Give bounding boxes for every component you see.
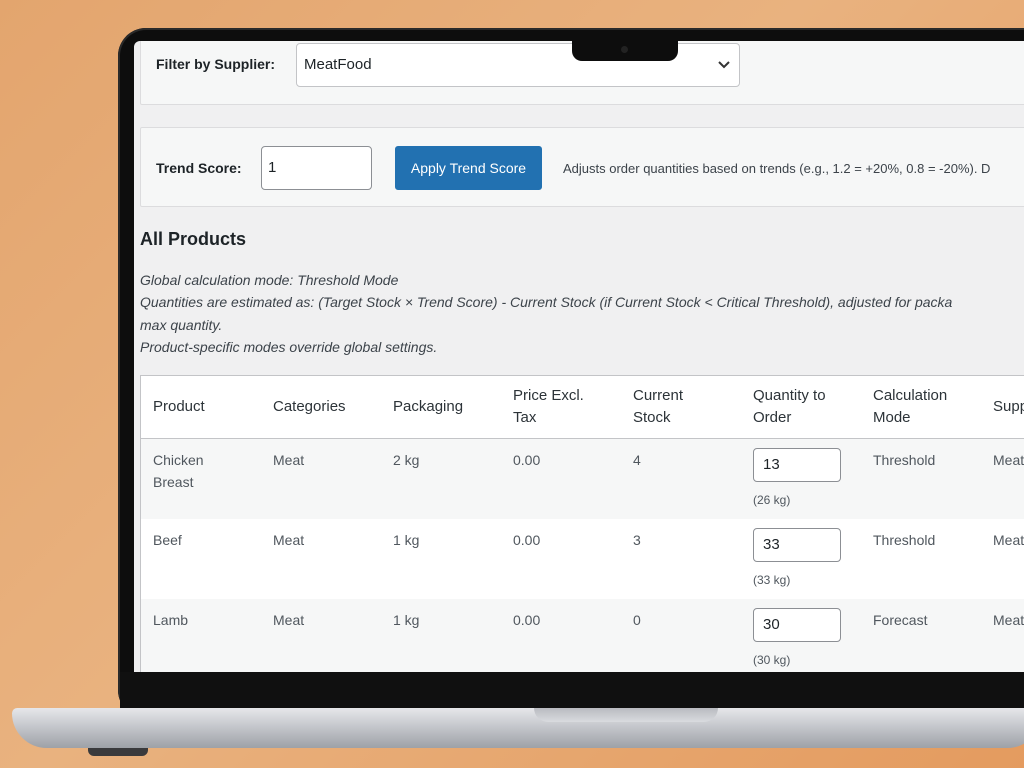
header-product[interactable]: Product	[153, 398, 205, 415]
description-line-2: Quantities are estimated as: (Target Sto…	[140, 294, 953, 310]
screen-bezel	[120, 672, 1024, 710]
chevron-down-icon	[717, 44, 731, 102]
quantity-input[interactable]: 33	[753, 528, 841, 562]
section-title: All Products	[140, 229, 247, 249]
cell-stock: 3	[633, 532, 641, 548]
trend-panel: Trend Score: 1 Apply Trend Score Adjusts…	[140, 127, 1024, 207]
apply-trend-score-button[interactable]: Apply Trend Score	[395, 146, 542, 190]
cell-mode: Threshold	[873, 532, 936, 548]
quantity-value: 30	[763, 616, 780, 633]
quantity-unit: (33 kg)	[753, 573, 791, 587]
quantity-unit: (30 kg)	[753, 653, 791, 667]
cell-mode: Forecast	[873, 612, 928, 628]
cell-supplier: Meat	[993, 452, 1024, 468]
quantity-value: 13	[763, 456, 780, 473]
camera-icon	[621, 46, 628, 53]
cell-stock: 0	[633, 612, 641, 628]
quantity-unit: (26 kg)	[753, 493, 791, 507]
cell-category: Meat	[273, 532, 305, 548]
quantity-value: 33	[763, 536, 780, 553]
header-mode-line2[interactable]: Mode	[873, 409, 911, 426]
header-mode-line1[interactable]: Calculation	[873, 387, 948, 404]
trend-label: Trend Score:	[156, 160, 242, 176]
cell-price: 0.00	[513, 452, 541, 468]
header-packaging[interactable]: Packaging	[393, 398, 464, 415]
supplier-select-value: MeatFood	[304, 56, 372, 73]
cell-stock: 4	[633, 452, 641, 468]
description-line-3: max quantity.	[140, 317, 223, 333]
laptop-opening-notch	[534, 708, 718, 722]
cell-product[interactable]: Chicken	[153, 452, 204, 468]
quantity-input[interactable]: 30	[753, 608, 841, 642]
cell-product-line2[interactable]: Breast	[153, 474, 194, 490]
cell-packaging: 1 kg	[393, 612, 420, 628]
header-supplier[interactable]: Supp	[993, 398, 1024, 415]
description-line-4: Product-specific modes override global s…	[140, 339, 438, 355]
table-row: Beef Meat 1 kg 0.00 3 33 (33 kg) Thresho…	[141, 519, 1024, 599]
filter-label: Filter by Supplier:	[156, 56, 276, 72]
header-price-line2[interactable]: Tax	[513, 409, 537, 426]
cell-packaging: 2 kg	[393, 452, 420, 468]
header-price-line1[interactable]: Price Excl.	[513, 387, 584, 404]
header-qty-line1[interactable]: Quantity to	[753, 387, 826, 404]
quantity-input[interactable]: 13	[753, 448, 841, 482]
trend-score-value: 1	[268, 159, 277, 176]
cell-packaging: 1 kg	[393, 532, 420, 548]
cell-product[interactable]: Lamb	[153, 612, 189, 628]
cell-mode: Threshold	[873, 452, 936, 468]
trend-help-text: Adjusts order quantities based on trends…	[563, 161, 991, 176]
table-header: Product Categories Packaging Price Excl.…	[141, 376, 1024, 439]
description-line-1: Global calculation mode: Threshold Mode	[140, 272, 399, 288]
cell-product[interactable]: Beef	[153, 532, 182, 548]
cell-price: 0.00	[513, 532, 541, 548]
laptop-base	[12, 708, 1024, 748]
trend-score-input[interactable]: 1	[261, 146, 372, 190]
cell-supplier: Meat	[993, 532, 1024, 548]
header-qty-line2[interactable]: Order	[753, 409, 792, 426]
products-table: Product Categories Packaging Price Excl.…	[140, 375, 1024, 679]
cell-category: Meat	[273, 612, 305, 628]
cell-category: Meat	[273, 452, 305, 468]
header-categories[interactable]: Categories	[273, 398, 346, 415]
cell-price: 0.00	[513, 612, 541, 628]
table-row: Lamb Meat 1 kg 0.00 0 30 (30 kg) Forecas…	[141, 599, 1024, 679]
header-stock-line1[interactable]: Current	[633, 387, 684, 404]
laptop-foot	[88, 748, 148, 756]
header-stock-line2[interactable]: Stock	[633, 409, 671, 426]
cell-supplier: Meat	[993, 612, 1024, 628]
table-row: Chicken Breast Meat 2 kg 0.00 4 13 (26 k…	[141, 439, 1024, 519]
